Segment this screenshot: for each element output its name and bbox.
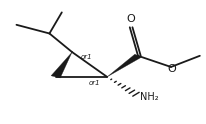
- Text: O: O: [126, 14, 135, 24]
- Text: or1: or1: [89, 80, 100, 86]
- Polygon shape: [107, 54, 141, 77]
- Text: O: O: [168, 64, 176, 74]
- Text: NH₂: NH₂: [140, 92, 159, 102]
- Polygon shape: [51, 52, 72, 78]
- Text: or1: or1: [80, 54, 92, 60]
